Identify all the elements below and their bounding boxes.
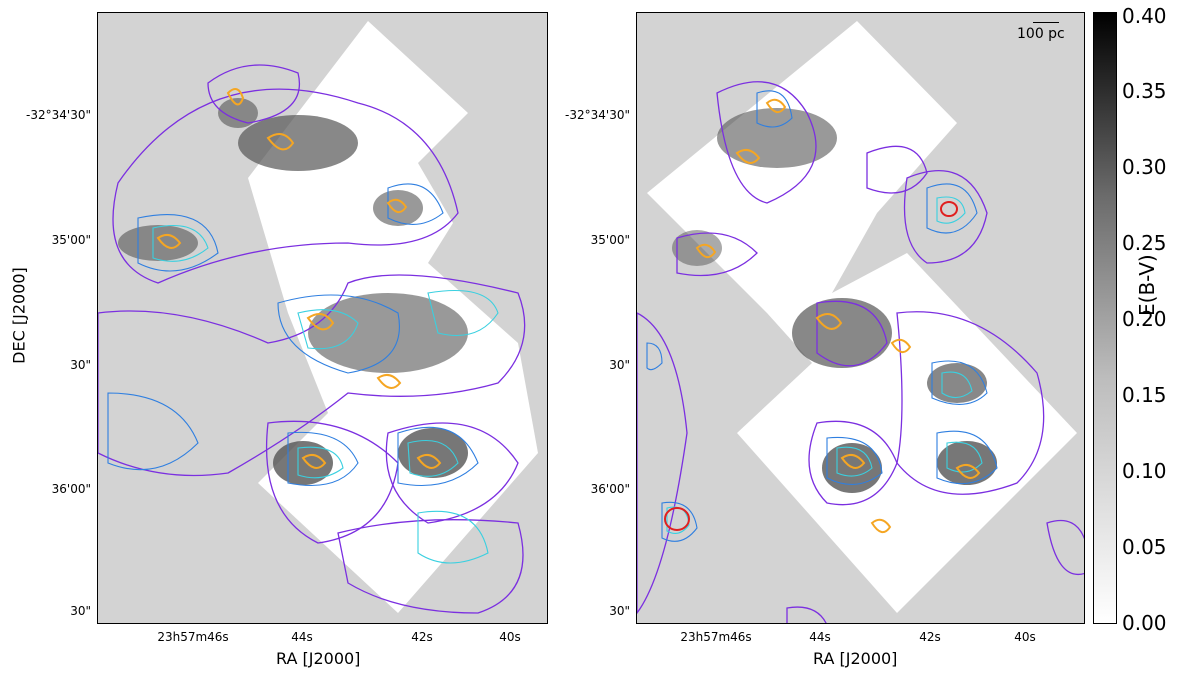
left-map-panel — [97, 12, 548, 624]
colorbar-tick: 0.20 — [1122, 307, 1167, 331]
y-tick-label: -32°34'30" — [26, 108, 91, 122]
x-tick-label: 42s — [411, 630, 433, 644]
colorbar-tick: 0.40 — [1122, 4, 1167, 28]
x-tick-label: 44s — [809, 630, 831, 644]
y-tick-label: 36'00" — [590, 482, 630, 496]
colorbar-tick: 0.35 — [1122, 79, 1167, 103]
y-tick-label: 35'00" — [51, 233, 91, 247]
y-tick-label: -32°34'30" — [565, 108, 630, 122]
right-map-image — [637, 21, 1084, 623]
colorbar-tick: 0.10 — [1122, 459, 1167, 483]
colorbar-tick: 0.25 — [1122, 231, 1167, 255]
right-map-panel — [636, 12, 1085, 624]
x-tick-label: 23h57m46s — [680, 630, 752, 644]
scale-bar-line — [1033, 22, 1059, 23]
colorbar-tick: 0.30 — [1122, 155, 1167, 179]
colorbar-tick: 0.00 — [1122, 611, 1167, 635]
y-tick-label: 30" — [70, 358, 91, 372]
left-map-image — [98, 21, 538, 614]
colorbar-title: E(B-V) — [1135, 254, 1159, 316]
x-tick-label: 40s — [499, 630, 521, 644]
colorbar — [1093, 12, 1117, 624]
x-tick-label: 42s — [919, 630, 941, 644]
x-tick-label: 40s — [1014, 630, 1036, 644]
y-tick-label: 30" — [609, 358, 630, 372]
y-tick-label: 36'00" — [51, 482, 91, 496]
x-axis-title-left: RA [J2000] — [276, 649, 361, 668]
y-tick-label: 30" — [609, 604, 630, 618]
x-axis-title-right: RA [J2000] — [813, 649, 898, 668]
colorbar-tick: 0.15 — [1122, 383, 1167, 407]
scale-bar-label: 100 pc — [1017, 26, 1065, 42]
y-tick-label: 35'00" — [590, 233, 630, 247]
y-axis-title: DEC [J2000] — [9, 267, 29, 364]
x-tick-label: 44s — [291, 630, 313, 644]
x-tick-label: 23h57m46s — [157, 630, 229, 644]
y-tick-label: 30" — [70, 604, 91, 618]
colorbar-tick: 0.05 — [1122, 535, 1167, 559]
